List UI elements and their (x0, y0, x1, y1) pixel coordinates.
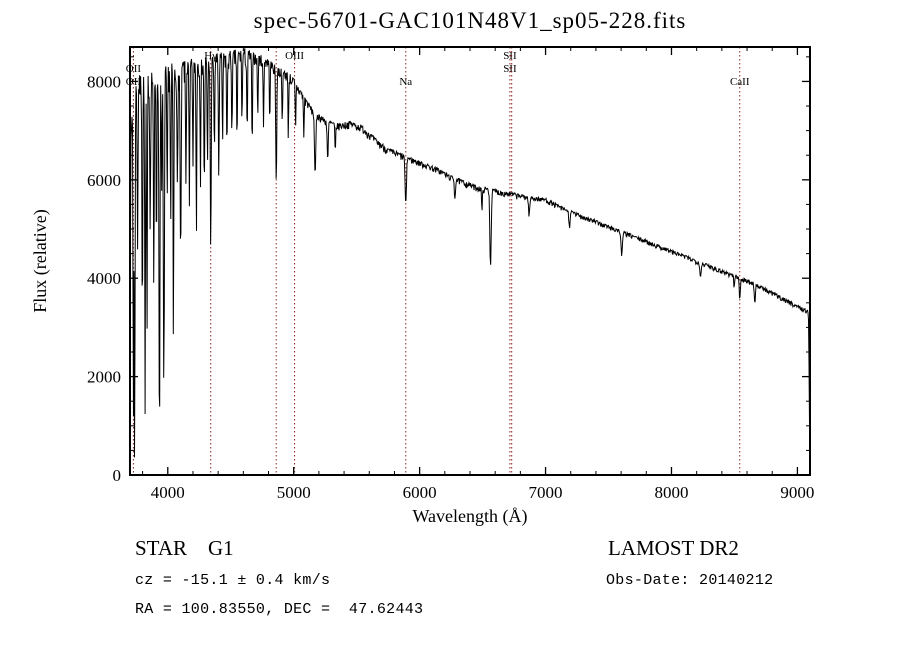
svg-text:6000: 6000 (87, 171, 121, 190)
svg-text:2000: 2000 (87, 368, 121, 387)
svg-text:0: 0 (113, 466, 122, 485)
plot-title: spec-56701-GAC101N48V1_sp05-228.fits (253, 8, 687, 33)
svg-text:5000: 5000 (277, 483, 311, 502)
svg-text:SII: SII (503, 50, 517, 62)
svg-text:CaII: CaII (730, 76, 750, 88)
cz-text: cz = -15.1 ± 0.4 km/s (135, 572, 331, 589)
svg-text:4000: 4000 (151, 483, 185, 502)
svg-text:Hγ: Hγ (204, 50, 217, 62)
svg-text:Flux (relative): Flux (relative) (30, 209, 51, 312)
svg-text:SII: SII (503, 63, 517, 75)
obs-date-text: Obs-Date: 20140212 (606, 572, 774, 589)
survey-text: LAMOST DR2 (608, 536, 739, 560)
svg-text:8000: 8000 (654, 483, 688, 502)
svg-text:OIII: OIII (285, 50, 304, 62)
classification-text: STAR G1 (135, 536, 234, 560)
svg-text:6000: 6000 (403, 483, 437, 502)
svg-text:9000: 9000 (780, 483, 814, 502)
svg-text:8000: 8000 (87, 72, 121, 91)
svg-text:4000: 4000 (87, 269, 121, 288)
svg-text:7000: 7000 (529, 483, 563, 502)
svg-text:Wavelength (Å): Wavelength (Å) (412, 506, 527, 527)
svg-text:Na: Na (399, 76, 412, 88)
ra-dec-text: RA = 100.83550, DEC = 47.62443 (135, 601, 424, 618)
svg-text:OII: OII (126, 63, 142, 75)
